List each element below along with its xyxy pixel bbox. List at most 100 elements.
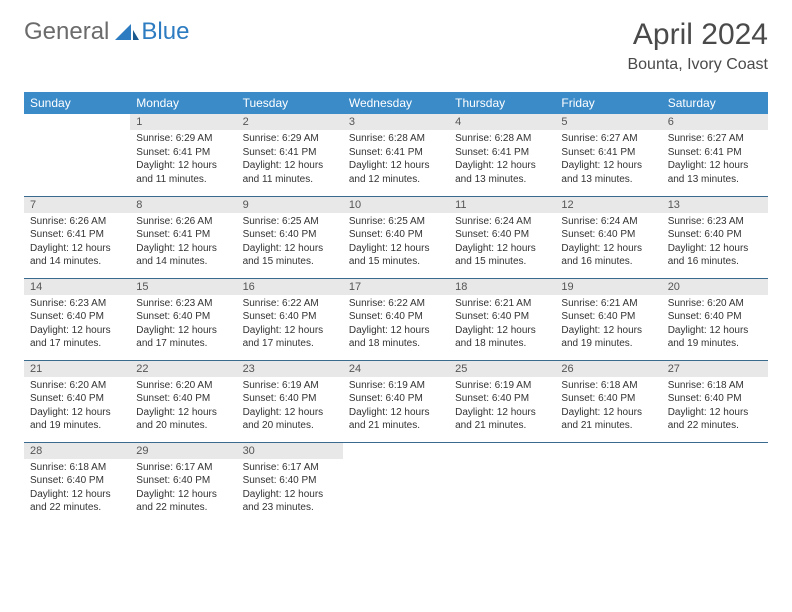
day-number-bar: 11 [449,197,555,213]
day-number-bar: 23 [237,361,343,377]
day-number-bar: 13 [662,197,768,213]
day-content: Sunrise: 6:23 AMSunset: 6:40 PMDaylight:… [662,213,768,273]
week-row: 28Sunrise: 6:18 AMSunset: 6:40 PMDayligh… [24,442,768,524]
day-cell [555,442,661,524]
weekday-header: Friday [555,92,661,114]
day-cell: 27Sunrise: 6:18 AMSunset: 6:40 PMDayligh… [662,360,768,442]
day-cell: 11Sunrise: 6:24 AMSunset: 6:40 PMDayligh… [449,196,555,278]
day-cell: 28Sunrise: 6:18 AMSunset: 6:40 PMDayligh… [24,442,130,524]
day-cell [343,442,449,524]
day-number-bar: 7 [24,197,130,213]
day-content: Sunrise: 6:28 AMSunset: 6:41 PMDaylight:… [449,130,555,190]
day-number-bar: 2 [237,114,343,130]
day-number-bar: 27 [662,361,768,377]
day-number-bar: 25 [449,361,555,377]
day-cell: 15Sunrise: 6:23 AMSunset: 6:40 PMDayligh… [130,278,236,360]
day-cell [449,442,555,524]
day-cell: 7Sunrise: 6:26 AMSunset: 6:41 PMDaylight… [24,196,130,278]
day-number-bar: 20 [662,279,768,295]
weekday-header: Sunday [24,92,130,114]
day-cell: 19Sunrise: 6:21 AMSunset: 6:40 PMDayligh… [555,278,661,360]
brand-sail-icon [113,22,139,42]
day-cell: 6Sunrise: 6:27 AMSunset: 6:41 PMDaylight… [662,114,768,196]
day-number-bar: 28 [24,443,130,459]
day-content: Sunrise: 6:26 AMSunset: 6:41 PMDaylight:… [24,213,130,273]
day-cell: 16Sunrise: 6:22 AMSunset: 6:40 PMDayligh… [237,278,343,360]
weekday-header: Wednesday [343,92,449,114]
day-number-bar: 26 [555,361,661,377]
day-content: Sunrise: 6:21 AMSunset: 6:40 PMDaylight:… [449,295,555,355]
weekday-header: Tuesday [237,92,343,114]
brand-part2: Blue [141,18,189,46]
brand-part1: General [24,18,109,46]
day-content: Sunrise: 6:29 AMSunset: 6:41 PMDaylight:… [237,130,343,190]
day-number-bar [449,443,555,459]
day-cell: 20Sunrise: 6:20 AMSunset: 6:40 PMDayligh… [662,278,768,360]
day-cell: 22Sunrise: 6:20 AMSunset: 6:40 PMDayligh… [130,360,236,442]
location-text: Bounta, Ivory Coast [627,56,768,74]
day-number-bar: 12 [555,197,661,213]
day-number-bar: 6 [662,114,768,130]
day-content: Sunrise: 6:23 AMSunset: 6:40 PMDaylight:… [130,295,236,355]
day-content: Sunrise: 6:25 AMSunset: 6:40 PMDaylight:… [343,213,449,273]
day-content: Sunrise: 6:27 AMSunset: 6:41 PMDaylight:… [555,130,661,190]
day-content: Sunrise: 6:22 AMSunset: 6:40 PMDaylight:… [343,295,449,355]
day-cell: 30Sunrise: 6:17 AMSunset: 6:40 PMDayligh… [237,442,343,524]
day-number-bar [662,443,768,459]
day-number-bar [555,443,661,459]
week-row: 14Sunrise: 6:23 AMSunset: 6:40 PMDayligh… [24,278,768,360]
day-content: Sunrise: 6:24 AMSunset: 6:40 PMDaylight:… [555,213,661,273]
day-cell: 10Sunrise: 6:25 AMSunset: 6:40 PMDayligh… [343,196,449,278]
brand-logo: General Blue [24,18,189,46]
day-content: Sunrise: 6:24 AMSunset: 6:40 PMDaylight:… [449,213,555,273]
day-content: Sunrise: 6:25 AMSunset: 6:40 PMDaylight:… [237,213,343,273]
day-number-bar: 4 [449,114,555,130]
week-row: 1Sunrise: 6:29 AMSunset: 6:41 PMDaylight… [24,114,768,196]
day-number-bar: 8 [130,197,236,213]
day-number-bar: 5 [555,114,661,130]
day-content: Sunrise: 6:18 AMSunset: 6:40 PMDaylight:… [555,377,661,437]
day-cell: 2Sunrise: 6:29 AMSunset: 6:41 PMDaylight… [237,114,343,196]
day-content: Sunrise: 6:28 AMSunset: 6:41 PMDaylight:… [343,130,449,190]
day-cell: 13Sunrise: 6:23 AMSunset: 6:40 PMDayligh… [662,196,768,278]
day-cell: 17Sunrise: 6:22 AMSunset: 6:40 PMDayligh… [343,278,449,360]
day-number-bar [343,443,449,459]
day-cell: 5Sunrise: 6:27 AMSunset: 6:41 PMDaylight… [555,114,661,196]
day-number-bar: 15 [130,279,236,295]
day-cell: 29Sunrise: 6:17 AMSunset: 6:40 PMDayligh… [130,442,236,524]
day-content: Sunrise: 6:20 AMSunset: 6:40 PMDaylight:… [24,377,130,437]
day-content: Sunrise: 6:22 AMSunset: 6:40 PMDaylight:… [237,295,343,355]
day-cell: 1Sunrise: 6:29 AMSunset: 6:41 PMDaylight… [130,114,236,196]
day-number-bar: 3 [343,114,449,130]
month-title: April 2024 [627,18,768,52]
day-number-bar: 29 [130,443,236,459]
day-content: Sunrise: 6:19 AMSunset: 6:40 PMDaylight:… [237,377,343,437]
day-content: Sunrise: 6:29 AMSunset: 6:41 PMDaylight:… [130,130,236,190]
day-cell: 12Sunrise: 6:24 AMSunset: 6:40 PMDayligh… [555,196,661,278]
day-number-bar: 17 [343,279,449,295]
day-number-bar [24,114,130,130]
day-content: Sunrise: 6:26 AMSunset: 6:41 PMDaylight:… [130,213,236,273]
day-number-bar: 1 [130,114,236,130]
day-cell: 4Sunrise: 6:28 AMSunset: 6:41 PMDaylight… [449,114,555,196]
day-cell: 24Sunrise: 6:19 AMSunset: 6:40 PMDayligh… [343,360,449,442]
day-cell: 14Sunrise: 6:23 AMSunset: 6:40 PMDayligh… [24,278,130,360]
day-number-bar: 16 [237,279,343,295]
day-number-bar: 18 [449,279,555,295]
day-number-bar: 9 [237,197,343,213]
day-cell: 23Sunrise: 6:19 AMSunset: 6:40 PMDayligh… [237,360,343,442]
day-content: Sunrise: 6:18 AMSunset: 6:40 PMDaylight:… [24,459,130,519]
day-content: Sunrise: 6:20 AMSunset: 6:40 PMDaylight:… [130,377,236,437]
weekday-header: Monday [130,92,236,114]
day-number-bar: 22 [130,361,236,377]
day-number-bar: 14 [24,279,130,295]
day-content: Sunrise: 6:17 AMSunset: 6:40 PMDaylight:… [237,459,343,519]
day-content: Sunrise: 6:18 AMSunset: 6:40 PMDaylight:… [662,377,768,437]
day-cell: 25Sunrise: 6:19 AMSunset: 6:40 PMDayligh… [449,360,555,442]
calendar-body: 1Sunrise: 6:29 AMSunset: 6:41 PMDaylight… [24,114,768,524]
day-number-bar: 10 [343,197,449,213]
weekday-header-row: Sunday Monday Tuesday Wednesday Thursday… [24,92,768,114]
week-row: 21Sunrise: 6:20 AMSunset: 6:40 PMDayligh… [24,360,768,442]
weekday-header: Saturday [662,92,768,114]
day-number-bar: 21 [24,361,130,377]
